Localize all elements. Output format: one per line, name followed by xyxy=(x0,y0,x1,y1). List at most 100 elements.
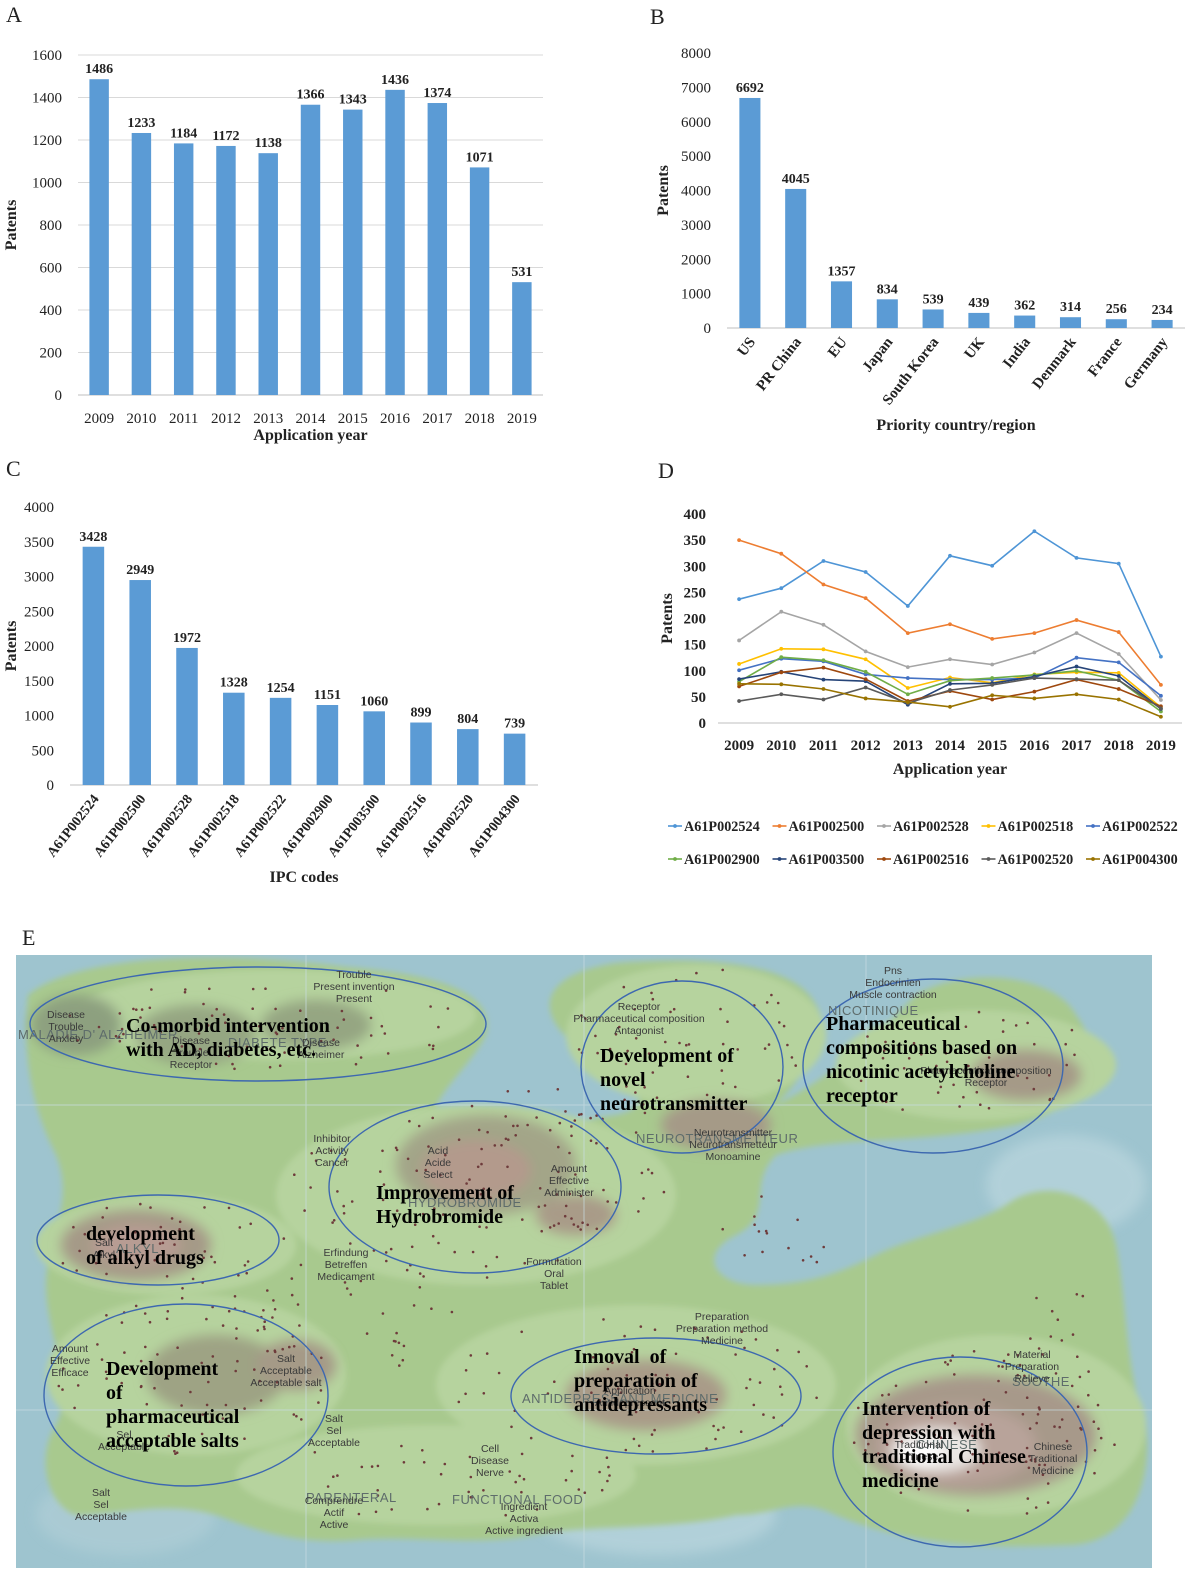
x-tick-label: 2009 xyxy=(724,738,754,754)
series-point xyxy=(779,551,784,556)
document-dot xyxy=(343,1281,347,1284)
data-label: 531 xyxy=(511,265,532,280)
document-dot xyxy=(935,1064,938,1068)
y-tick-label: 1000 xyxy=(32,176,62,192)
series-point xyxy=(1032,696,1037,701)
series-point xyxy=(1159,654,1163,659)
legend-entry: A61P002522 xyxy=(1102,819,1178,835)
document-dot xyxy=(1001,1030,1005,1033)
document-dot xyxy=(745,1386,748,1390)
x-tick-label: 2013 xyxy=(253,411,283,427)
y-tick-label: 500 xyxy=(32,743,55,759)
y-tick-label: 400 xyxy=(40,303,63,319)
document-dot xyxy=(885,1423,889,1426)
document-dot xyxy=(233,1295,237,1298)
document-dot xyxy=(548,1128,552,1132)
document-dot xyxy=(987,1056,991,1059)
document-dot xyxy=(410,1245,414,1249)
document-dot xyxy=(444,1153,447,1157)
y-tick-label: 1200 xyxy=(32,133,62,149)
series-point xyxy=(737,597,741,602)
document-dot xyxy=(417,1124,421,1128)
document-dot xyxy=(251,1007,254,1010)
data-label: 1138 xyxy=(255,136,282,151)
document-dot xyxy=(1025,1512,1029,1515)
document-dot xyxy=(966,1470,970,1474)
document-dot xyxy=(590,1391,593,1394)
document-dot xyxy=(1027,1466,1031,1470)
y-tick-label: 7000 xyxy=(681,80,711,96)
document-dot xyxy=(83,1232,87,1236)
document-dot xyxy=(1033,1042,1036,1046)
document-dot xyxy=(210,1255,213,1259)
y-axis-title: Patents xyxy=(659,593,676,644)
document-dot xyxy=(805,1365,808,1368)
series-point xyxy=(821,582,826,587)
series-point xyxy=(1116,674,1121,678)
series-point xyxy=(863,677,868,682)
document-dot xyxy=(1016,1074,1020,1078)
document-dot xyxy=(288,1345,291,1349)
document-dot xyxy=(762,1413,765,1416)
legend-marker xyxy=(882,824,886,828)
data-label: 539 xyxy=(923,292,944,307)
term-label: Acid Acide Select xyxy=(423,1145,453,1181)
legend-entry: A61P002520 xyxy=(998,852,1074,868)
document-dot xyxy=(76,1039,79,1042)
term-label: Trouble Present invention Present xyxy=(313,969,395,1005)
document-dot xyxy=(140,1008,144,1011)
document-dot xyxy=(907,1057,911,1060)
document-dot xyxy=(758,1381,762,1384)
data-label: 1172 xyxy=(212,129,239,144)
document-dot xyxy=(743,1254,746,1257)
document-dot xyxy=(1071,1333,1075,1336)
bar xyxy=(89,79,109,395)
document-dot xyxy=(1028,1427,1032,1430)
document-dot xyxy=(243,1437,246,1440)
document-dot xyxy=(637,1444,641,1448)
document-dot xyxy=(939,1069,942,1073)
series-point xyxy=(1032,689,1037,694)
y-tick-label: 5000 xyxy=(681,149,711,165)
document-dot xyxy=(997,1379,1000,1383)
document-dot xyxy=(331,1221,334,1224)
region-label-parenteral: PARENTERAL xyxy=(306,1490,397,1505)
document-dot xyxy=(464,1392,467,1396)
document-dot xyxy=(421,1449,424,1452)
document-dot xyxy=(468,1455,472,1459)
document-dot xyxy=(249,1222,252,1226)
document-dot xyxy=(714,1437,717,1441)
bar xyxy=(176,647,198,785)
document-dot xyxy=(930,1416,933,1419)
document-dot xyxy=(757,1230,761,1233)
document-dot xyxy=(349,1242,352,1245)
document-dot xyxy=(477,1128,481,1132)
series-point xyxy=(905,604,910,608)
document-dot xyxy=(1025,1446,1029,1450)
document-dot xyxy=(557,1170,560,1174)
document-dot xyxy=(712,1424,715,1428)
data-label: 234 xyxy=(1152,303,1173,318)
document-dot xyxy=(470,1495,474,1499)
document-dot xyxy=(653,1328,657,1331)
document-dot xyxy=(887,1393,891,1396)
document-dot xyxy=(641,1103,645,1106)
document-dot xyxy=(685,1043,688,1047)
document-dot xyxy=(678,1041,681,1045)
document-dot xyxy=(1054,1372,1058,1375)
document-dot xyxy=(290,1293,294,1297)
document-dot xyxy=(453,1250,457,1254)
document-dot xyxy=(206,1024,210,1027)
document-dot xyxy=(937,1403,941,1407)
document-dot xyxy=(320,1356,323,1360)
document-dot xyxy=(953,1373,956,1376)
document-dot xyxy=(485,1352,489,1355)
document-dot xyxy=(672,1007,676,1011)
document-dot xyxy=(181,1287,184,1290)
document-dot xyxy=(61,1388,64,1391)
document-dot xyxy=(148,1006,152,1010)
document-dot xyxy=(268,1048,272,1051)
document-dot xyxy=(924,1380,928,1384)
document-dot xyxy=(369,1034,373,1037)
series-point xyxy=(1032,676,1037,680)
